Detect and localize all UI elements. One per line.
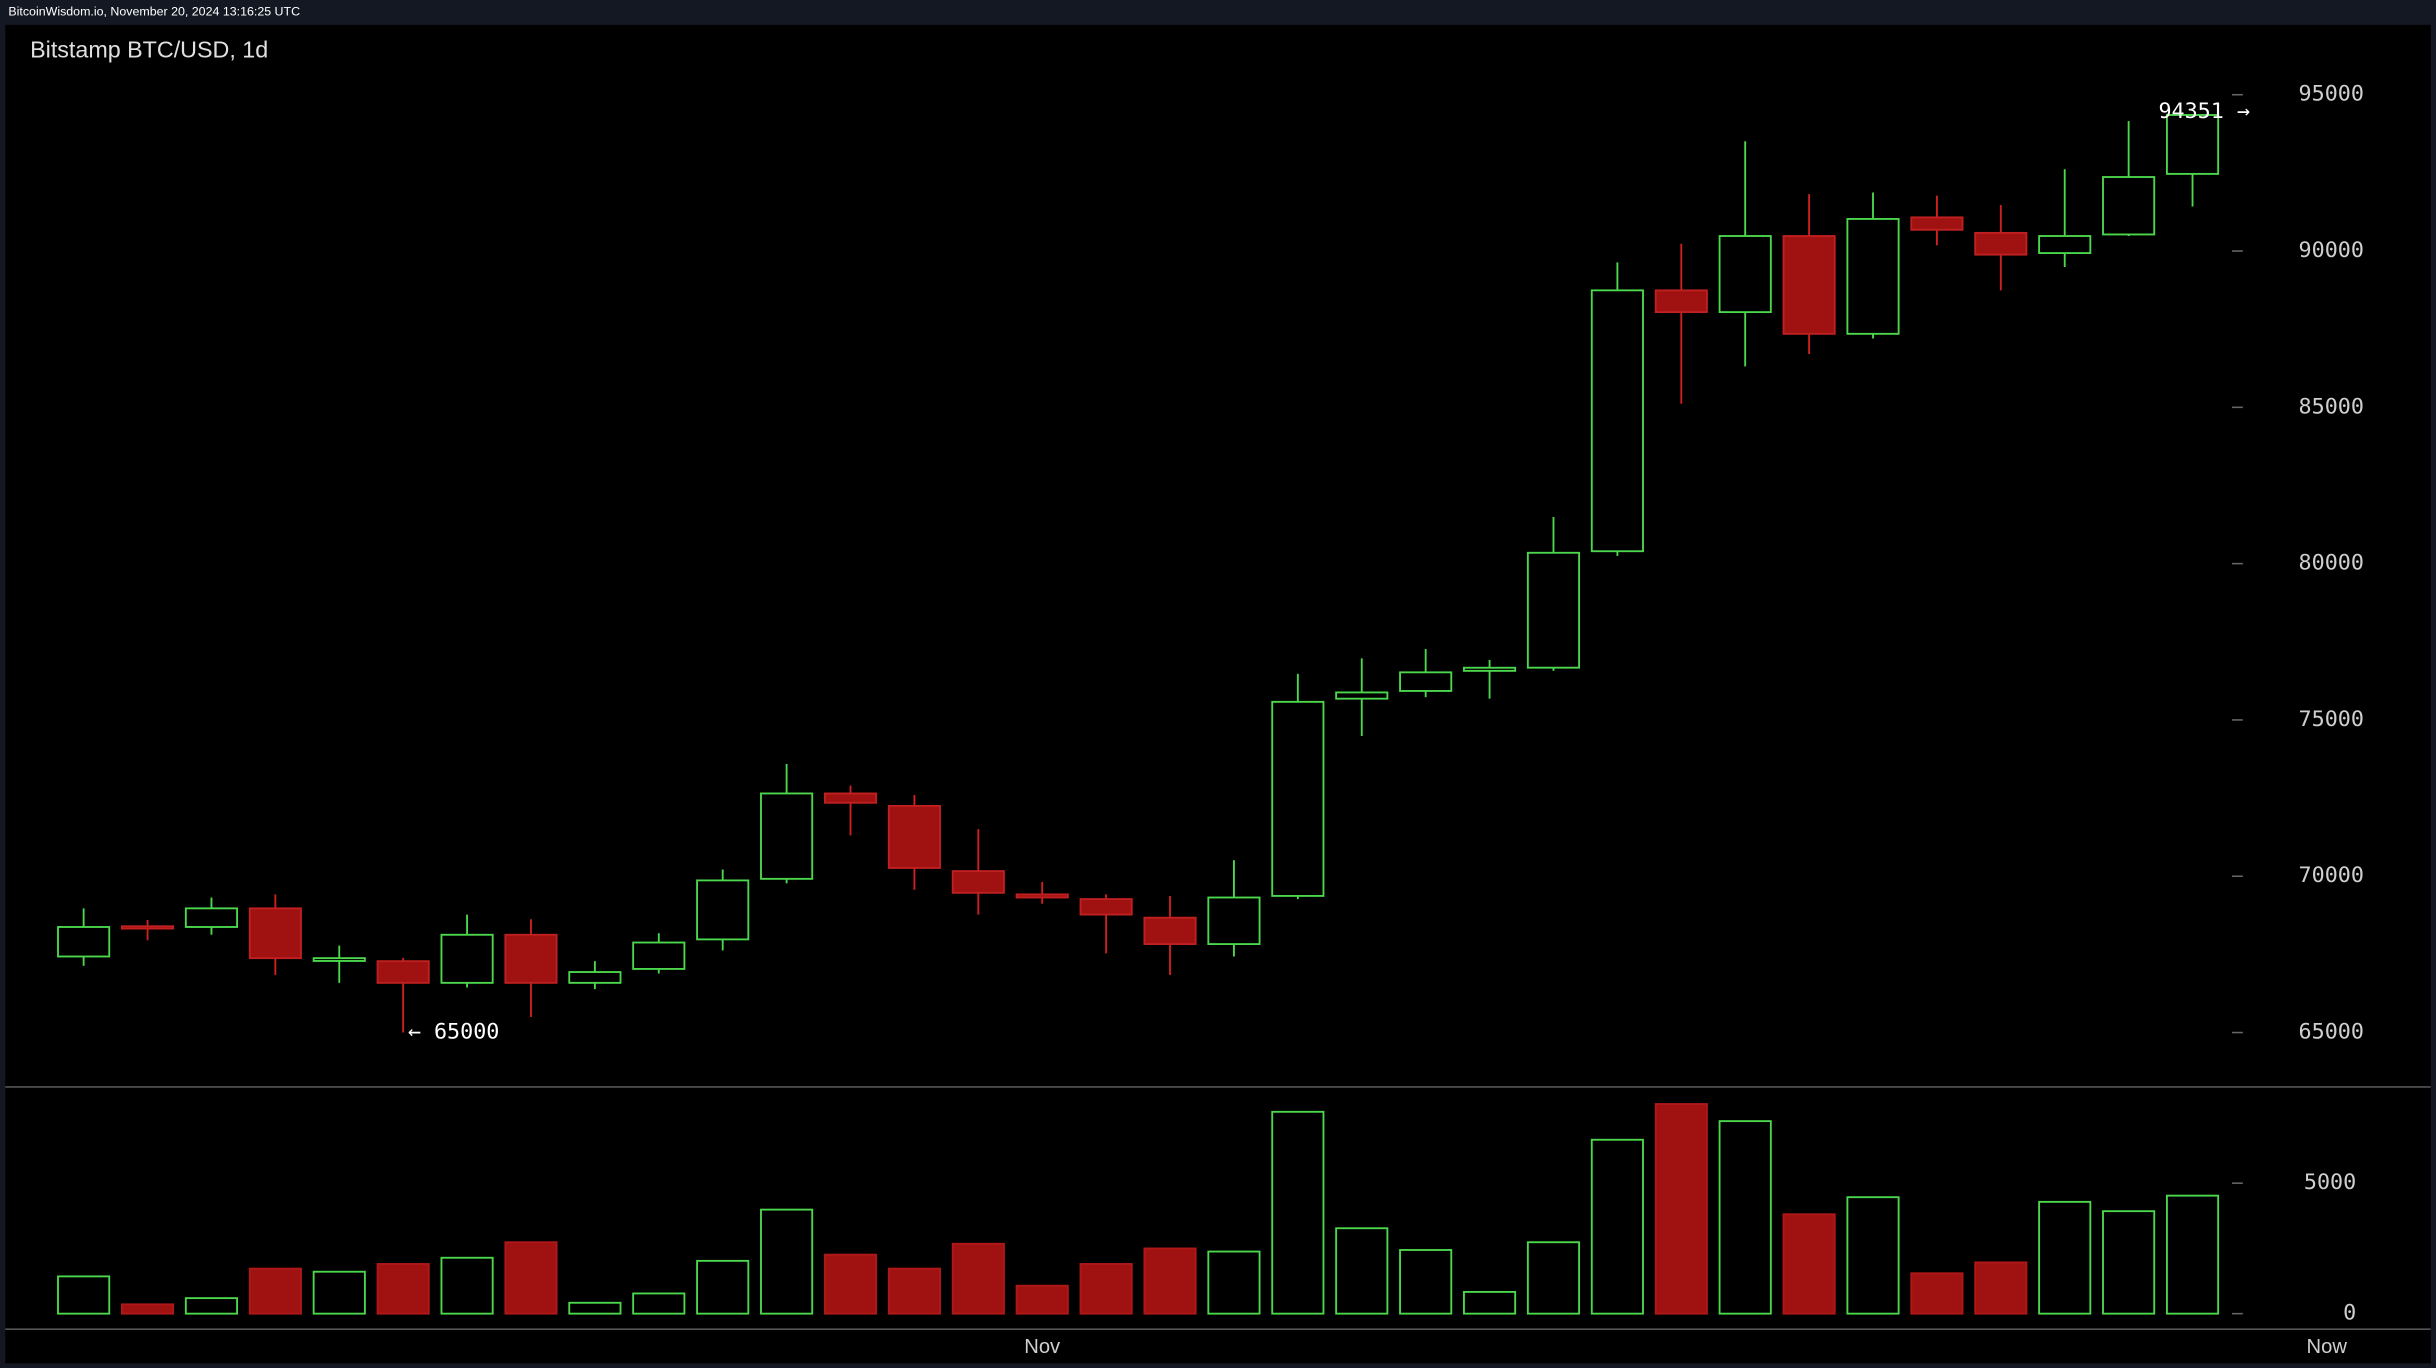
volume-bar [1910, 1272, 1964, 1315]
y-tick-label: 95000 [2299, 82, 2364, 107]
candle-body [1335, 691, 1389, 700]
y-tick-label: 90000 [2299, 238, 2364, 263]
candle-body [632, 941, 686, 970]
volume-bar [887, 1267, 941, 1315]
plot-background [5, 24, 2431, 1364]
volume-bar [1015, 1284, 1069, 1315]
volume-bar [632, 1292, 686, 1315]
volume-bar [1718, 1120, 1772, 1315]
y2-tick-label: 5000 [2304, 1170, 2356, 1195]
candle-body [1526, 551, 1581, 669]
candle-body [376, 960, 430, 984]
y-tick-label: 75000 [2299, 707, 2364, 732]
candle-body [440, 933, 494, 984]
candle-body [760, 792, 814, 880]
candle-body [1846, 218, 1900, 335]
y-tick-label: 80000 [2299, 551, 2364, 576]
volume-bar [504, 1241, 558, 1315]
volume-bar [1782, 1213, 1836, 1315]
candle-body [184, 907, 238, 928]
candle-body [2165, 114, 2220, 175]
volume-bar [440, 1256, 494, 1315]
candle-body [1590, 289, 1644, 553]
volume-bar [568, 1301, 622, 1315]
candle-body [1143, 916, 1197, 946]
y-tick-label: 85000 [2299, 394, 2364, 419]
candle-body [248, 907, 302, 960]
volume-bar [184, 1297, 238, 1315]
volume-bar [312, 1270, 366, 1315]
volume-bar [1526, 1241, 1581, 1315]
candle-body [568, 971, 622, 984]
volume-bar [376, 1263, 430, 1315]
candle-body [696, 879, 750, 941]
volume-bar [951, 1242, 1005, 1315]
candle-body [120, 925, 175, 930]
candle-body [57, 926, 111, 958]
chart-title: Bitstamp BTC/USD, 1d [30, 36, 268, 62]
candle-body [1910, 216, 1964, 231]
candle-body [887, 804, 941, 869]
volume-bar [1654, 1103, 1708, 1315]
volume-bar [1399, 1249, 1453, 1315]
price-annotation: 94351 → [2158, 99, 2250, 124]
y2-tick-label: 0 [2343, 1301, 2356, 1326]
candle-body [2038, 235, 2092, 255]
volume-bar [823, 1253, 878, 1315]
x-tick-label: Now [2307, 1336, 2348, 1358]
candle-body [1718, 235, 1772, 314]
volume-bar [57, 1275, 111, 1315]
candle-body [312, 957, 366, 962]
x-tick-label: Nov [1024, 1336, 1061, 1358]
candle-body [1271, 700, 1325, 897]
volume-bar [2102, 1210, 2156, 1315]
volume-bar [760, 1208, 814, 1315]
volume-bar [2038, 1200, 2092, 1315]
candle-body [823, 792, 878, 804]
volume-bar [1335, 1227, 1389, 1315]
candle-body [1399, 671, 1453, 692]
price-annotation: ← 65000 [408, 1020, 500, 1045]
candle-body [1974, 231, 2028, 256]
volume-bar [1846, 1196, 1900, 1315]
volume-bar [1207, 1250, 1261, 1315]
volume-bar [1271, 1110, 1325, 1315]
header: BitcoinWisdom.io, November 20, 2024 13:1… [8, 5, 300, 19]
candle-body [2102, 176, 2156, 236]
volume-bar [1143, 1247, 1197, 1315]
volume-bar [1590, 1138, 1644, 1315]
candle-body [504, 933, 558, 984]
volume-bar [248, 1267, 302, 1315]
candle-body [951, 870, 1005, 894]
y-tick-label: 70000 [2299, 863, 2364, 888]
volume-bar [1974, 1261, 2028, 1315]
volume-bar [1463, 1290, 1517, 1315]
candle-body [1782, 235, 1836, 335]
candle-body [1654, 289, 1708, 314]
volume-bar [696, 1259, 750, 1315]
candle-body [1079, 898, 1133, 916]
volume-bar [120, 1303, 175, 1315]
volume-bar [1079, 1263, 1133, 1315]
candle-body [1207, 896, 1261, 946]
volume-bar [2165, 1194, 2220, 1315]
y-tick-label: 65000 [2299, 1020, 2364, 1045]
candle-body [1463, 666, 1517, 672]
candle-body [1015, 893, 1069, 899]
